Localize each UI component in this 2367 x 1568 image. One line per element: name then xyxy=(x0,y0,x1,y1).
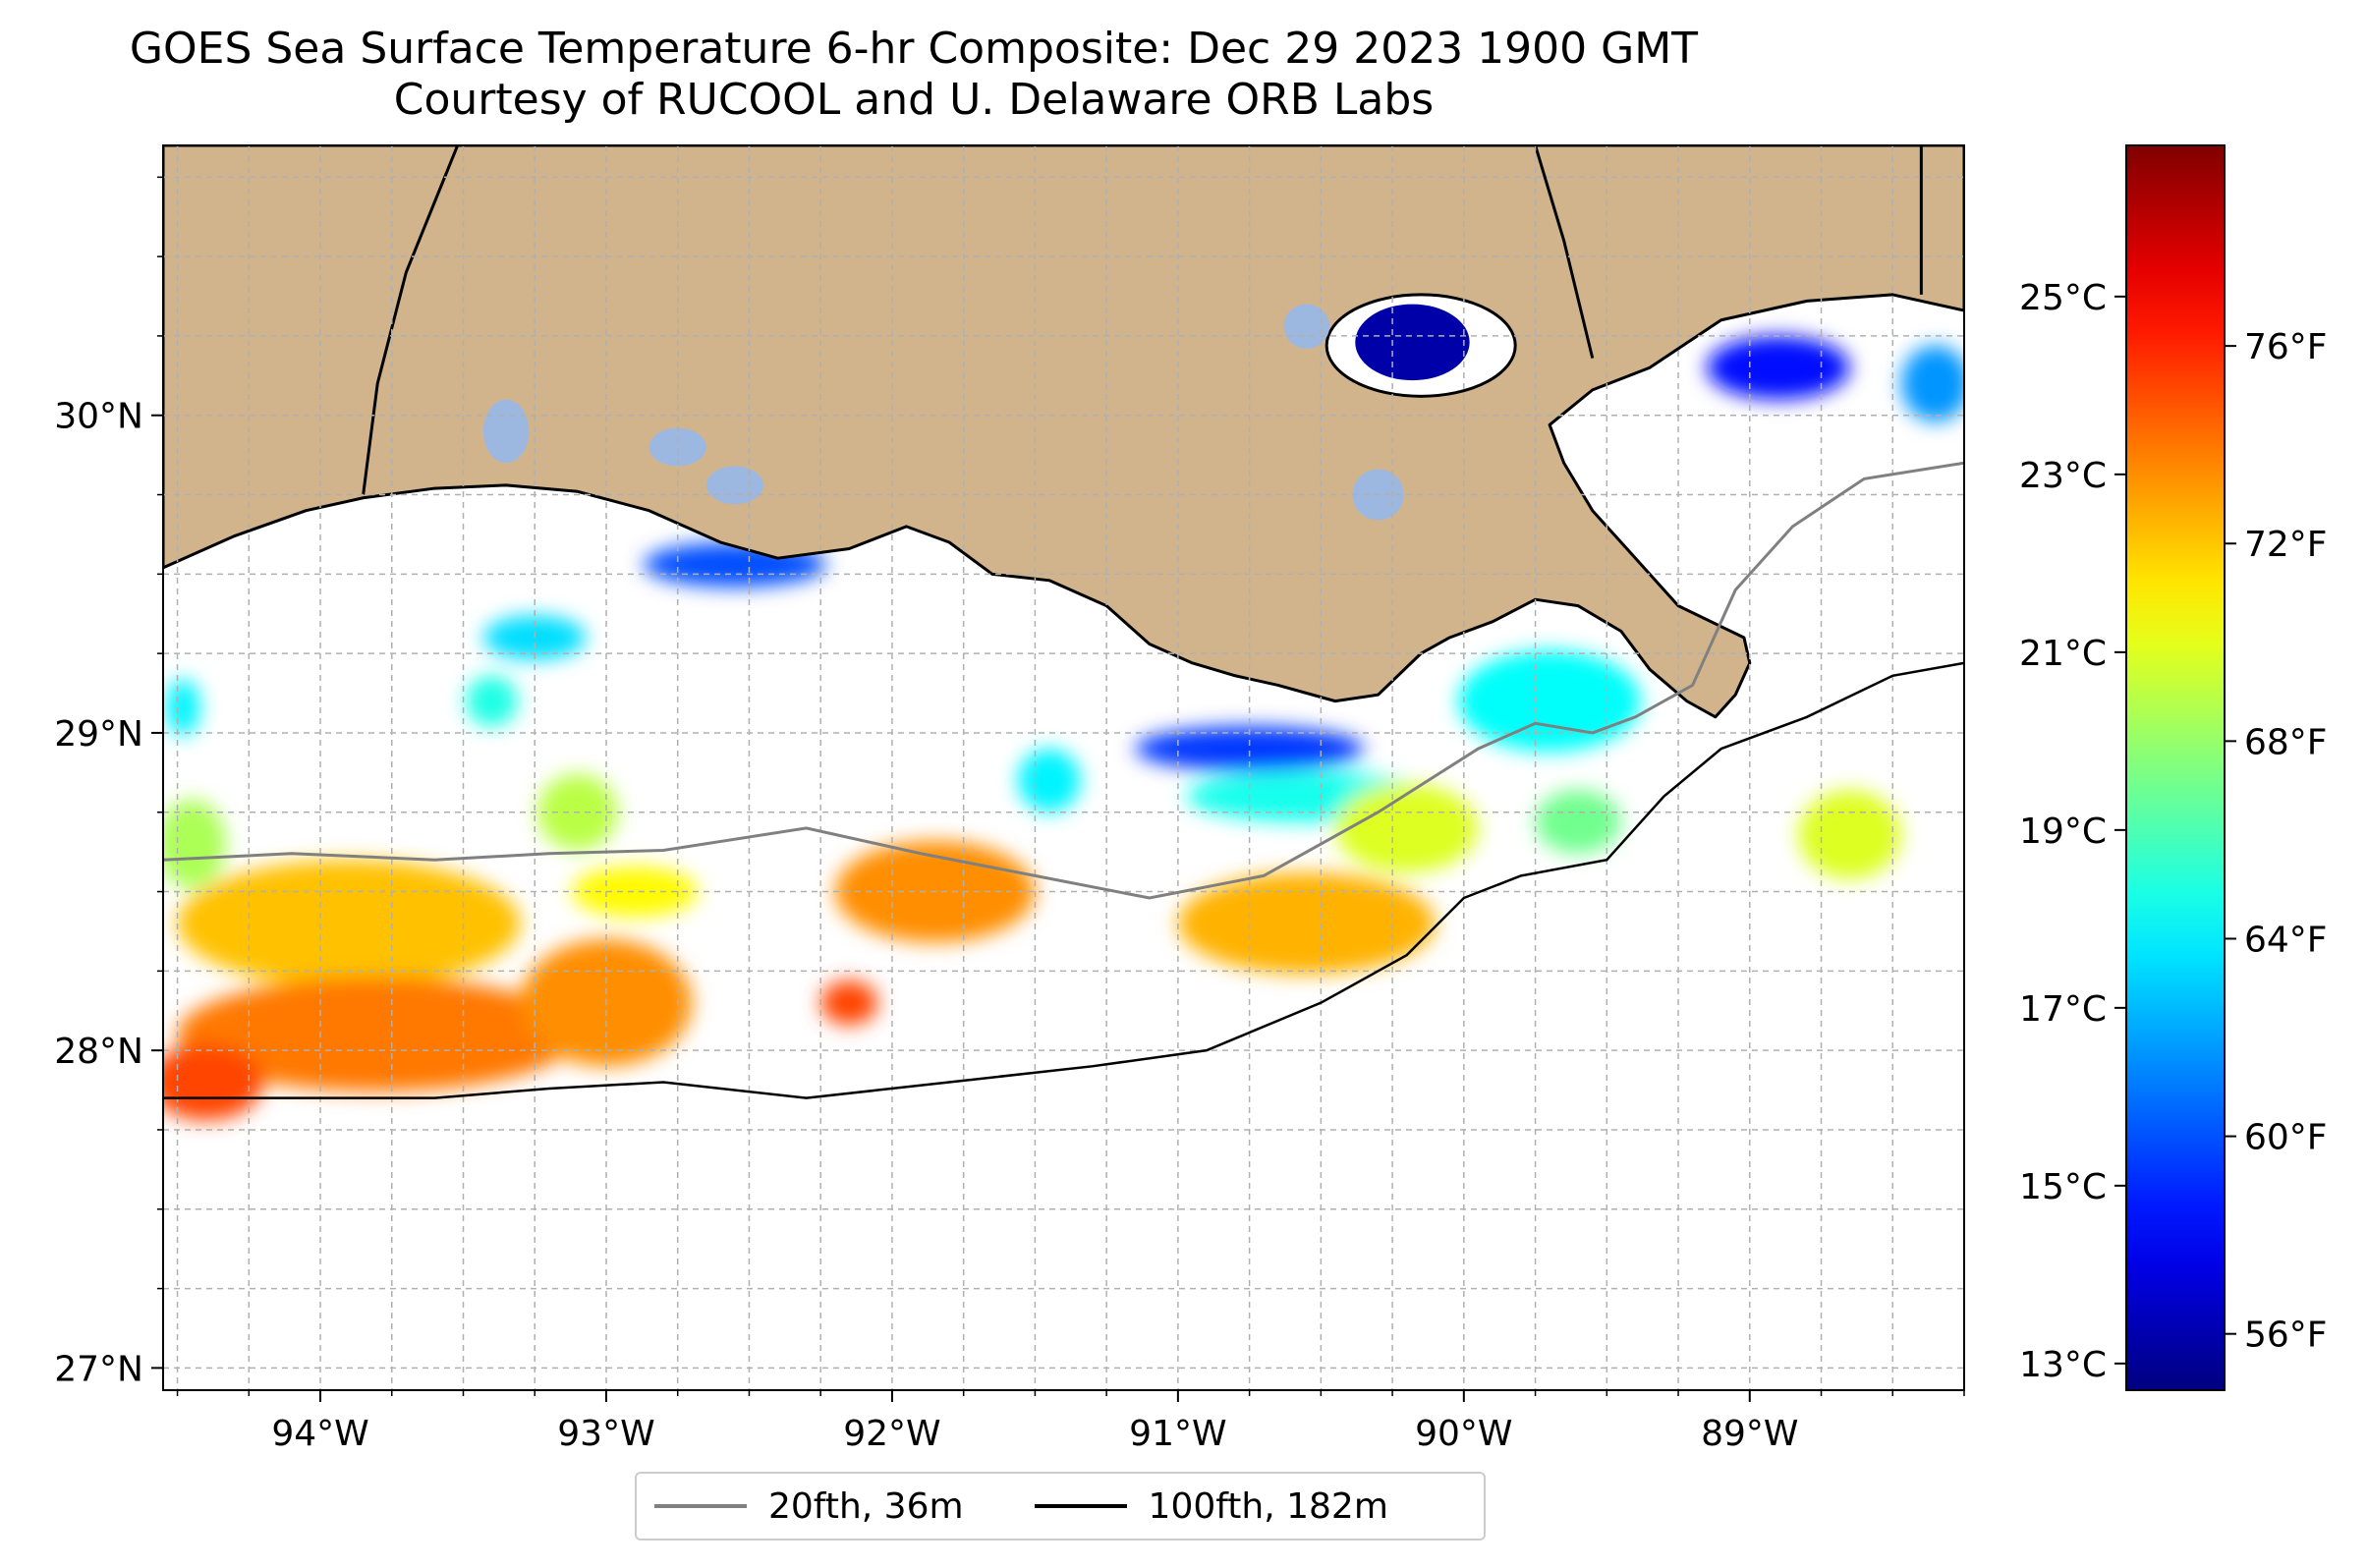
colorbar-ticks: 56°F 60°F 64°F 68°F 72°F 76°F 13°C 15°C 17°C 19°C… xyxy=(2019,278,2327,1385)
lon-tick-label: 90°W xyxy=(1415,1414,1512,1454)
lake-patch xyxy=(648,427,706,467)
sst-patch xyxy=(1017,749,1081,812)
lon-tick-label: 91°W xyxy=(1129,1414,1226,1454)
colorbar-f-label: 56°F xyxy=(2244,1316,2328,1356)
map-title-line2: Courtesy of RUCOOL and U. Delaware ORB L… xyxy=(393,75,1435,125)
sst-patch xyxy=(165,679,200,737)
sst-patch xyxy=(466,675,518,727)
lat-tick-label: 27°N xyxy=(54,1349,143,1389)
map-frame xyxy=(162,144,1965,1391)
colorbar-c-label: 25°C xyxy=(2019,278,2107,318)
colorbar-gradient xyxy=(2126,145,2225,1390)
colorbar-frame xyxy=(2125,144,2226,1391)
lake-patch xyxy=(482,399,530,464)
lon-tick-label: 89°W xyxy=(1701,1414,1798,1454)
colorbar-f-label: 76°F xyxy=(2244,327,2328,367)
lake-patch xyxy=(705,466,764,505)
legend-item-20fth: 20fth, 36m xyxy=(654,1486,964,1527)
sst-patch xyxy=(177,860,521,987)
colorbar-c-label: 21°C xyxy=(2019,634,2107,674)
lon-tick-label: 92°W xyxy=(843,1414,940,1454)
map-axes: 94°W 93°W 92°W 91°W 90°W 89°W 27°N 28°N 29°N 30°N xyxy=(54,176,1965,1454)
colorbar-c-label: 23°C xyxy=(2019,456,2107,496)
colorbar-f-label: 72°F xyxy=(2244,525,2328,565)
isobath-100fth xyxy=(163,661,1964,1099)
legend-label-20fth: 20fth, 36m xyxy=(768,1485,964,1527)
sst-patch xyxy=(163,799,226,889)
state-border-tx-la xyxy=(362,145,460,495)
land-polygon xyxy=(163,145,1964,719)
sst-patch xyxy=(177,977,578,1092)
map-title: GOES Sea Surface Temperature 6-hr Compos… xyxy=(0,24,1828,126)
lon-tick-label: 94°W xyxy=(271,1414,368,1454)
state-border-la-ms xyxy=(991,145,1595,359)
lake-patch xyxy=(1283,304,1330,349)
lat-tick-label: 30°N xyxy=(54,397,143,437)
land-area xyxy=(163,145,1964,719)
gridlines xyxy=(163,145,1964,1390)
isobaths xyxy=(163,461,1964,1099)
legend-label-100fth: 100fth, 182m xyxy=(1148,1485,1388,1527)
lon-tick-label: 93°W xyxy=(557,1414,654,1454)
colorbar-c-label: 17°C xyxy=(2019,989,2107,1030)
sst-patch xyxy=(572,866,699,918)
sst-patch xyxy=(1901,345,1964,422)
map-title-line1: GOES Sea Surface Temperature 6-hr Compos… xyxy=(129,24,1699,74)
sst-patch xyxy=(1798,790,1901,879)
legend-item-100fth: 100fth, 182m xyxy=(1034,1485,1388,1527)
colorbar-c-label: 13°C xyxy=(2019,1345,2107,1385)
sst-patch xyxy=(820,980,878,1026)
isobath-legend: 20fth, 36m 100fth, 182m xyxy=(635,1472,1486,1540)
colorbar-c-label: 15°C xyxy=(2019,1167,2107,1207)
sst-patch xyxy=(1535,790,1621,854)
sst-patch xyxy=(1458,649,1642,753)
sst-patch xyxy=(1177,872,1436,975)
colorbar-f-label: 68°F xyxy=(2244,722,2328,762)
sst-patch xyxy=(1334,783,1479,873)
colorbar-f-label: 60°F xyxy=(2244,1118,2328,1158)
lat-tick-label: 29°N xyxy=(54,714,143,755)
legend-line-gray xyxy=(654,1504,747,1508)
inland-lakes xyxy=(482,304,1404,521)
colorbar-f-label: 64°F xyxy=(2244,920,2328,960)
sst-patch xyxy=(163,1043,263,1121)
isobath-20fth xyxy=(163,461,1964,900)
lake-pontchartrain-sst xyxy=(1355,304,1470,381)
lat-tick-label: 28°N xyxy=(54,1032,143,1072)
colorbar: 56°F 60°F 64°F 68°F 72°F 76°F 13°C 15°C 17°C 19°C… xyxy=(2019,144,2328,1391)
sst-patch xyxy=(1707,335,1850,400)
sst-patch xyxy=(1135,726,1364,771)
colorbar-c-label: 19°C xyxy=(2019,812,2107,852)
legend-line-black xyxy=(1034,1504,1127,1508)
